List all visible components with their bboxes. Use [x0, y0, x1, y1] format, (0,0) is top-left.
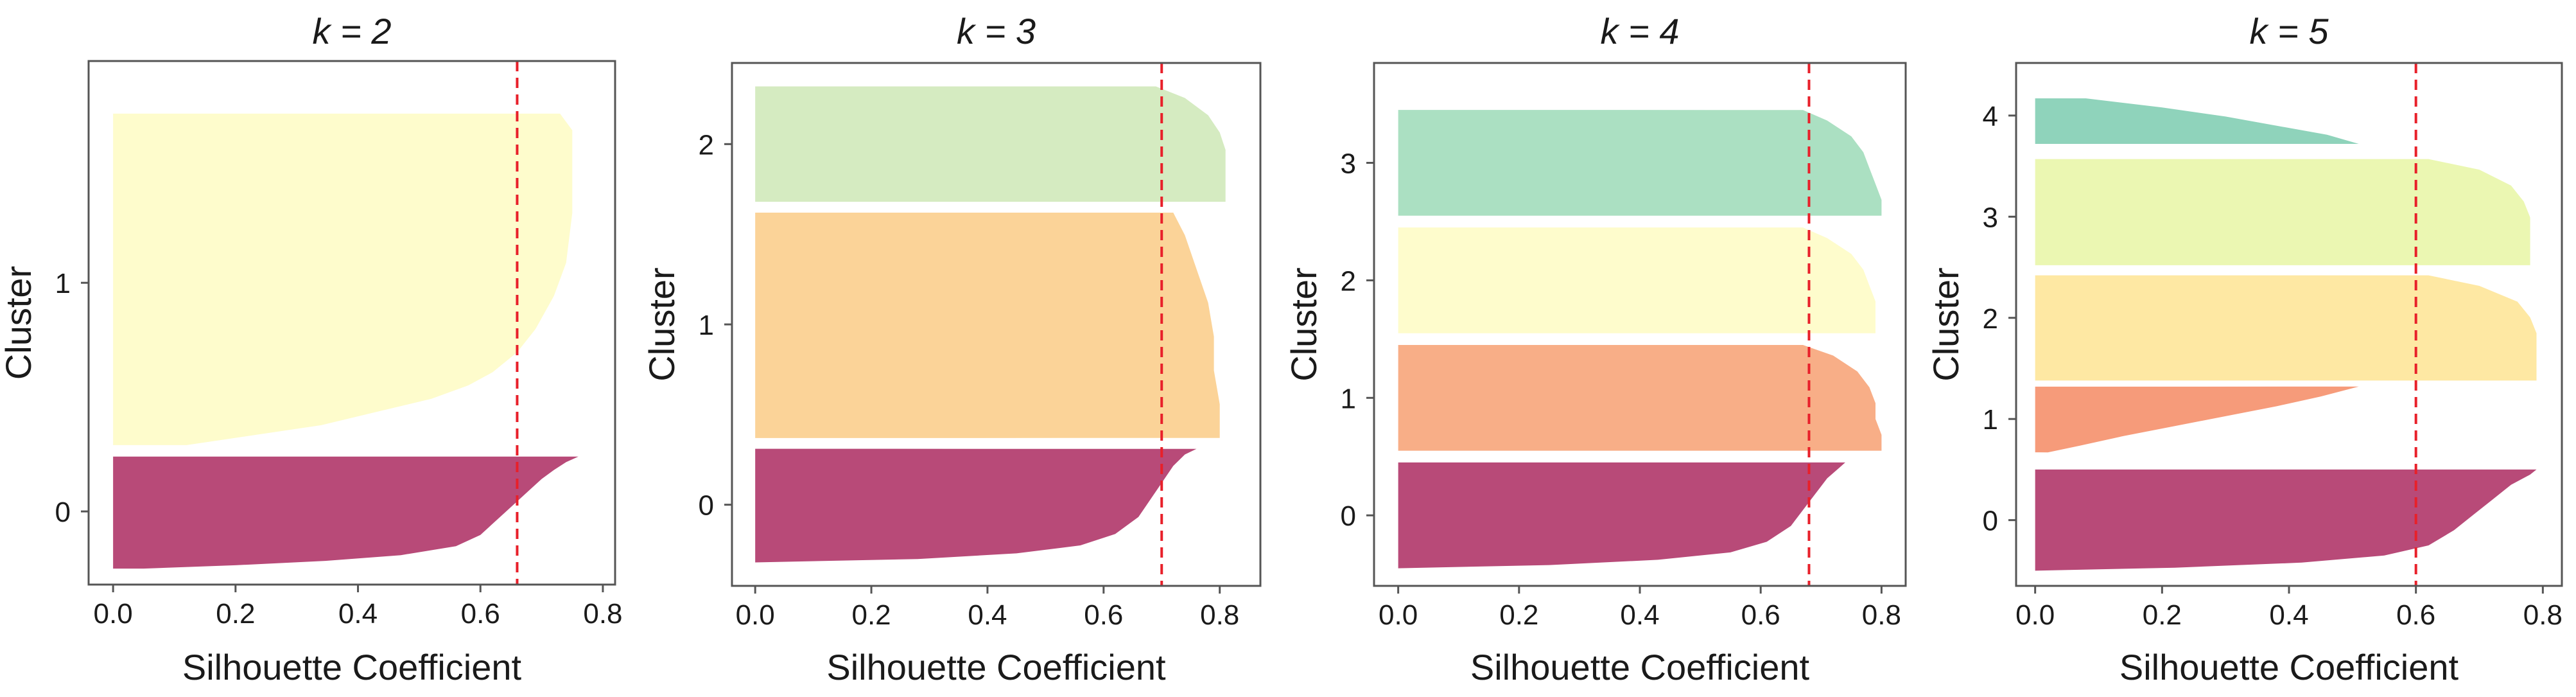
- x-tick-label: 0.6: [461, 598, 500, 630]
- y-tick-label: 1: [1983, 404, 1998, 436]
- y-axis-label: Cluster: [641, 267, 682, 381]
- x-tick-label: 0.6: [1084, 599, 1123, 631]
- cluster-3-silhouette: [1398, 110, 1882, 216]
- y-tick-label: 4: [1983, 101, 1998, 132]
- y-axis-label: Cluster: [1284, 267, 1324, 381]
- cluster-0-silhouette: [1398, 462, 1845, 569]
- x-axis-label: Silhouette Coefficient: [182, 647, 522, 687]
- cluster-1-silhouette: [755, 212, 1220, 438]
- x-tick-label: 0.4: [338, 598, 378, 630]
- x-tick-label: 0.2: [216, 598, 255, 630]
- panel-k3: 0.0 0.2 0.4 0.6 0.8 0 1 2 k = 3 Silhouette Coeffi…: [641, 11, 1262, 687]
- cluster-0-silhouette: [113, 456, 579, 569]
- y-tick-label: 1: [1341, 383, 1356, 414]
- x-tick-label: 0.8: [583, 598, 622, 630]
- x-tick-label: 0.4: [2269, 599, 2308, 631]
- x-tick-label: 0.6: [2396, 599, 2435, 631]
- plot-frame: [87, 60, 616, 586]
- x-tick-label: 0.6: [1741, 599, 1780, 631]
- x-axis-label: Silhouette Coefficient: [826, 647, 1166, 687]
- y-tick-label: 0: [1983, 506, 1998, 537]
- cluster-0-silhouette: [2035, 469, 2537, 571]
- x-tick-label: 0.2: [2143, 599, 2182, 631]
- cluster-1-silhouette: [113, 113, 573, 445]
- x-axis-label: Silhouette Coefficient: [1470, 647, 1810, 687]
- y-tick-label: 2: [1983, 303, 1998, 335]
- y-tick-label: 0: [1341, 500, 1356, 532]
- x-tick-label: 0.8: [1862, 599, 1901, 631]
- x-tick-label: 0.0: [2015, 599, 2055, 631]
- y-axis-label: Cluster: [1926, 267, 1966, 381]
- panel-title: k = 5: [2250, 11, 2329, 51]
- y-tick-label: 0: [699, 490, 714, 522]
- y-tick-label: 0: [55, 497, 71, 528]
- cluster-2-silhouette: [2035, 275, 2537, 381]
- panel-title: k = 4: [1601, 11, 1680, 51]
- y-tick-label: 3: [1341, 148, 1356, 179]
- panel-k5: 0.0 0.2 0.4 0.6 0.8 0 1 2 3 4 k = 5 Silhouette Coef…: [1926, 11, 2563, 687]
- x-tick-label: 0.4: [1620, 599, 1659, 631]
- y-tick-label: 2: [1341, 265, 1356, 297]
- cluster-2-silhouette: [755, 86, 1226, 202]
- x-tick-label: 0.2: [851, 599, 891, 631]
- panel-k2: 0.0 0.2 0.4 0.6 0.8 0 1 k = 2 Silhouette Coeffic…: [0, 11, 623, 687]
- x-tick-label: 0.8: [1200, 599, 1239, 631]
- x-axis-label: Silhouette Coefficient: [2119, 647, 2459, 687]
- x-tick-label: 0.0: [94, 598, 133, 630]
- y-tick-label: 1: [699, 310, 714, 341]
- y-axis-label: Cluster: [0, 266, 39, 380]
- y-tick-label: 3: [1983, 202, 1998, 233]
- cluster-4-silhouette: [2035, 98, 2359, 144]
- x-tick-label: 0.4: [968, 599, 1007, 631]
- cluster-1-silhouette: [1398, 345, 1882, 451]
- y-tick-label: 2: [699, 129, 714, 161]
- x-tick-label: 0.0: [1379, 599, 1418, 631]
- cluster-1-silhouette: [2035, 386, 2359, 453]
- x-tick-label: 0.8: [2523, 599, 2563, 631]
- cluster-2-silhouette: [1398, 227, 1875, 333]
- x-tick-label: 0.2: [1499, 599, 1538, 631]
- cluster-3-silhouette: [2035, 159, 2530, 265]
- y-tick-label: 1: [55, 268, 71, 299]
- x-tick-label: 0.0: [736, 599, 775, 631]
- panel-title: k = 2: [313, 11, 392, 51]
- panel-title: k = 3: [957, 11, 1036, 51]
- cluster-0-silhouette: [755, 448, 1197, 563]
- panel-k4: 0.0 0.2 0.4 0.6 0.8 0 1 2 3 k = 4 Silhouette Coeff…: [1284, 11, 1907, 687]
